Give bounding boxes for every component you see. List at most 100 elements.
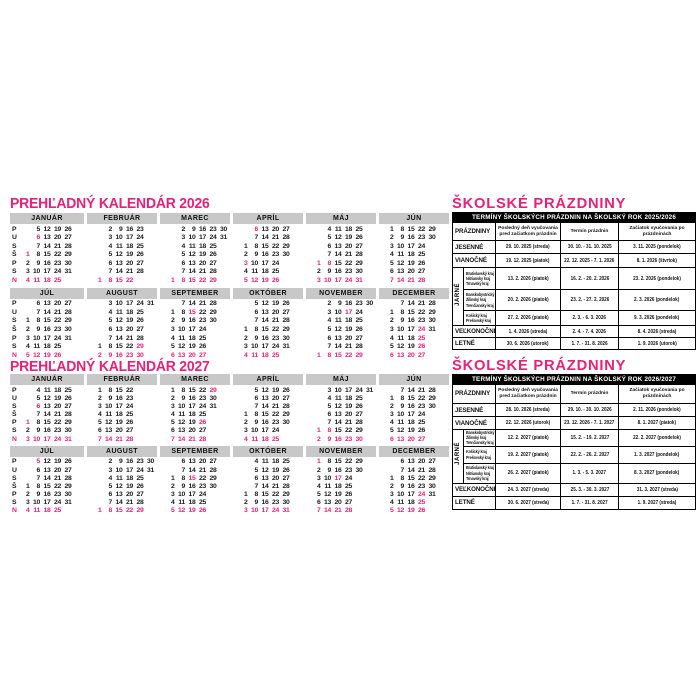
day-number [352, 475, 363, 483]
date-text: 23. 12. 2026 - 7. 1. 2027 [564, 420, 615, 426]
day-number: 14 [188, 300, 196, 308]
day-number: 11 [334, 317, 342, 325]
day-number: 19 [43, 351, 51, 359]
day-number: 6 [254, 308, 259, 316]
day-number: 20 [345, 242, 352, 250]
day-number [91, 226, 102, 235]
month-week-cell: 4 11 18 25 [303, 483, 376, 491]
day-number: 16 [334, 466, 342, 474]
day-number [206, 491, 217, 499]
week-slots: 6 13 20 27 [383, 268, 446, 277]
month-header: SEPTEMBER [160, 287, 230, 299]
day-row: P 2 9 16 23 30 6 13 20 27 6 13 20 27 3 10 17 24 1 8 15 22 29 5 1… [10, 260, 450, 269]
day-row: P 2 9 16 23 30 6 13 20 27 3 10 17 24 1 8 15 22 29 5 12 19 26 3 1… [10, 491, 450, 499]
day-number: 17 [334, 474, 342, 482]
day-number: 14 [334, 419, 342, 427]
day-number: 25 [418, 334, 425, 342]
day-number: 29 [209, 277, 217, 285]
day-number: 7 [108, 268, 113, 276]
holiday-row: VEĽKONOČNÉ 1. 4. 2026 (streda) 2. 4. - 7. … [452, 325, 697, 338]
day-number: 6 [254, 225, 259, 233]
day-number: 15 [188, 386, 196, 394]
day-number [290, 226, 301, 235]
day-number: 14 [261, 234, 269, 242]
month-week-cell: 4 11 18 25 [157, 411, 230, 419]
week-slots: 2 9 16 23 30 [164, 225, 228, 235]
week-slots: 4 11 18 25 [91, 475, 154, 483]
day-letter: N [12, 351, 17, 359]
week-slots: 1 8 15 22 29 [19, 483, 82, 491]
date-text: 1. 7. - 31. 8. 2026 [571, 340, 608, 347]
week-slots: 4 11 18 25 [237, 436, 300, 444]
week-slots: 4 11 18 25 [310, 483, 373, 491]
day-number: 31 [282, 507, 290, 515]
region-name: Prešovský kraj [466, 318, 491, 323]
day-number [436, 300, 447, 309]
week-slots: 1 8 15 22 29 [164, 387, 227, 395]
month-week-cell: 4 11 18 25 [84, 411, 157, 419]
day-number [91, 309, 102, 318]
day-number: 1 [317, 427, 321, 435]
month-week-cell: 7 14 21 28 [157, 467, 230, 475]
day-number: 20 [54, 402, 61, 410]
day-number [217, 403, 228, 411]
day-number: 22 [418, 225, 425, 233]
date-text: 2. 3. - 6. 3. 2026 [572, 315, 607, 321]
region-cell: Banskobystrický krajŽilinský krajTrenčia… [463, 429, 496, 447]
day-number: 29 [209, 474, 217, 482]
week-slots: 6 13 20 27 [164, 458, 227, 466]
week-slots: 6 13 20 27 [237, 395, 300, 403]
month-week-cell: 7 14 21 28 [230, 234, 303, 243]
day-number [217, 507, 228, 515]
day-number: 10 [324, 277, 331, 285]
date-text: 2. 4. - 7. 4. 2026 [572, 328, 607, 335]
day-number: 16 [345, 300, 352, 308]
day-number: 4 [244, 351, 248, 359]
day-number: 19 [199, 251, 206, 259]
day-number [217, 395, 228, 403]
day-number: 12 [251, 277, 258, 285]
holiday-row-label: VEĽKONOČNÉ [452, 325, 496, 338]
month-week-cell: 1 8 15 22 29 [376, 395, 449, 403]
month-week-cell: 7 14 21 28 [303, 419, 376, 427]
week-slots: 4 11 18 25 [383, 251, 446, 260]
day-number [72, 277, 83, 286]
month-week-cell: 5 12 19 26 [157, 251, 230, 260]
month-header: MAREC [160, 374, 230, 385]
day-number: 27 [136, 259, 144, 267]
week-slots: 2 9 16 23 30 [164, 395, 227, 403]
day-number: 4 [26, 277, 30, 285]
day-number: 16 [199, 225, 206, 233]
holidays-title-2: ŠKOLSKÉ PRÁZDNINY [452, 357, 627, 374]
day-number: 16 [188, 394, 196, 402]
day-number: 11 [397, 334, 404, 342]
month-week-cell: 6 13 20 27 [19, 403, 84, 411]
day-number: 14 [407, 300, 415, 308]
day-number: 22 [54, 419, 61, 427]
week-slots: 3 10 17 24 [91, 234, 154, 243]
month-week-cell: 6 13 20 27 [303, 499, 376, 507]
month-week-cell: 5 12 19 26 [230, 277, 303, 286]
month-week-cell: 2 9 16 23 30 [303, 300, 376, 309]
day-number [310, 411, 321, 419]
month-week-cell: 1 8 15 22 29 [303, 352, 376, 361]
day-number [425, 499, 436, 507]
day-number: 1 [98, 386, 102, 394]
day-number: 4 [108, 308, 113, 316]
day-number [72, 458, 83, 466]
month-week-cell: 3 10 17 24 31 [303, 387, 376, 395]
month-week-cell: 6 13 20 27 [230, 475, 303, 483]
day-number: 17 [334, 277, 342, 285]
date-text: 24. 3. 2027 (streda) [507, 486, 549, 493]
day-number: 5 [390, 259, 394, 267]
day-number: 17 [43, 435, 51, 443]
day-number: 16 [261, 334, 269, 342]
month-week-cell: 2 9 16 23 30 [303, 436, 376, 444]
day-number: 22 [272, 411, 279, 419]
holiday-subrow: Košický kraj Prešovský kraj 19. 2. 2027 (p… [453, 445, 697, 464]
day-number: 11 [33, 343, 40, 351]
holiday-subrow: Bratislavský kraj Nitriansky kraj Trnavský… [453, 462, 697, 484]
day-number: 22 [126, 277, 133, 285]
day-number: 19 [272, 466, 279, 474]
